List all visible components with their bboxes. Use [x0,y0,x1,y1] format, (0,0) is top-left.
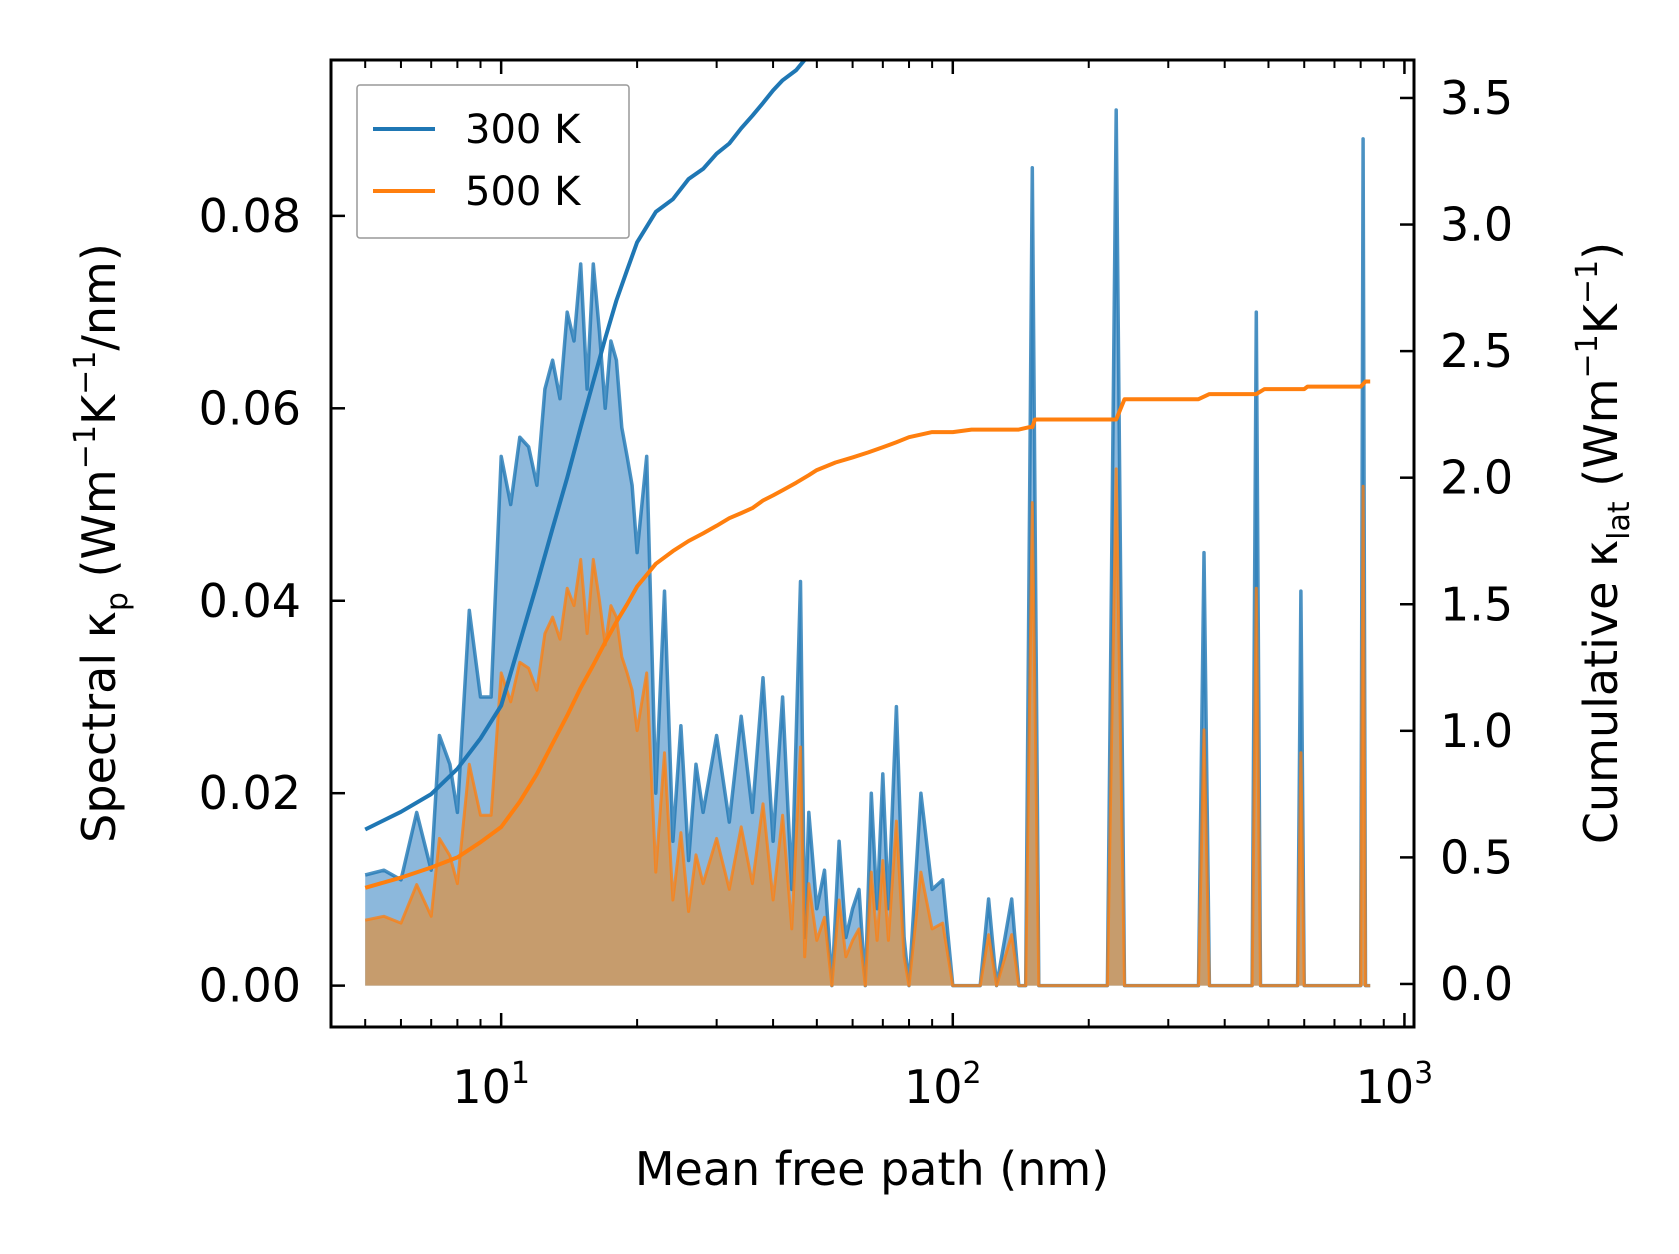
y-left-label-k: K [72,393,126,425]
y-right-label-sub: lat [1602,501,1637,540]
plot-frame [329,58,1416,1029]
y-left-label-sup2: −1 [68,351,103,395]
y-right-tick-label: 1.0 [1440,704,1513,758]
legend-box [356,84,630,239]
y-right-tick-label: 0.5 [1440,830,1513,884]
y-left-label-mid: (Wm [72,469,126,592]
y-right-tick-label: 2.0 [1440,451,1513,505]
y-left-label-sup1: −1 [68,425,103,469]
y-left-tick-label: 0.00 [199,959,301,1013]
y-right-label-sup1: −1 [1570,334,1605,378]
x-tick-label: 103 [1356,1056,1434,1114]
y-left-tick-label: 0.02 [199,766,301,820]
y-right-label-mid: (Wm [1574,378,1628,501]
y-left-label-prefix: Spectral κ [72,611,126,843]
y-right-label-sup2: −1 [1570,260,1605,304]
y-right-tick-label: 2.5 [1440,324,1513,378]
y-left-tick-label: 0.06 [199,381,301,435]
x-tick-label: 102 [904,1056,982,1114]
y-right-tick-label: 3.0 [1440,198,1513,252]
cumulative-500k-line [364,379,1371,890]
y-right-tick-label: 0.0 [1440,957,1513,1011]
y-left-label-suffix: /nm) [72,243,126,350]
ticks: 101 102 103 0.00 0.02 0.04 0.06 0.08 0.0 0.5 1.0 1.… [199,60,1513,1114]
y-right-tick-label: 1.5 [1440,577,1513,631]
x-tick-label: 101 [452,1056,530,1114]
y-left-tick-label: 0.04 [199,574,301,628]
cumulative-300k-line [364,60,808,832]
y-axis-label-left: Spectral κp (Wm−1K−1/nm) [68,243,135,843]
spectral-500k-area [365,468,1371,986]
x-axis-label: Mean free path (nm) [635,1142,1109,1196]
y-left-label-sub: p [100,592,135,611]
plot-series [364,60,1371,988]
y-right-label-k: K [1574,302,1628,334]
y-axis-label-right: Cumulative κlat (Wm−1K−1) [1570,242,1637,844]
legend-label-500k: 500 K [465,169,582,215]
legend-label-300k: 300 K [465,107,582,153]
y-left-tick-label: 0.08 [199,189,301,243]
y-right-label-suffix: ) [1574,242,1628,260]
spectral-500k-line [364,467,1371,988]
y-right-tick-label: 3.5 [1440,71,1513,125]
legend: 300 K 500 K [356,84,630,239]
y-right-label-prefix: Cumulative κ [1574,540,1628,844]
